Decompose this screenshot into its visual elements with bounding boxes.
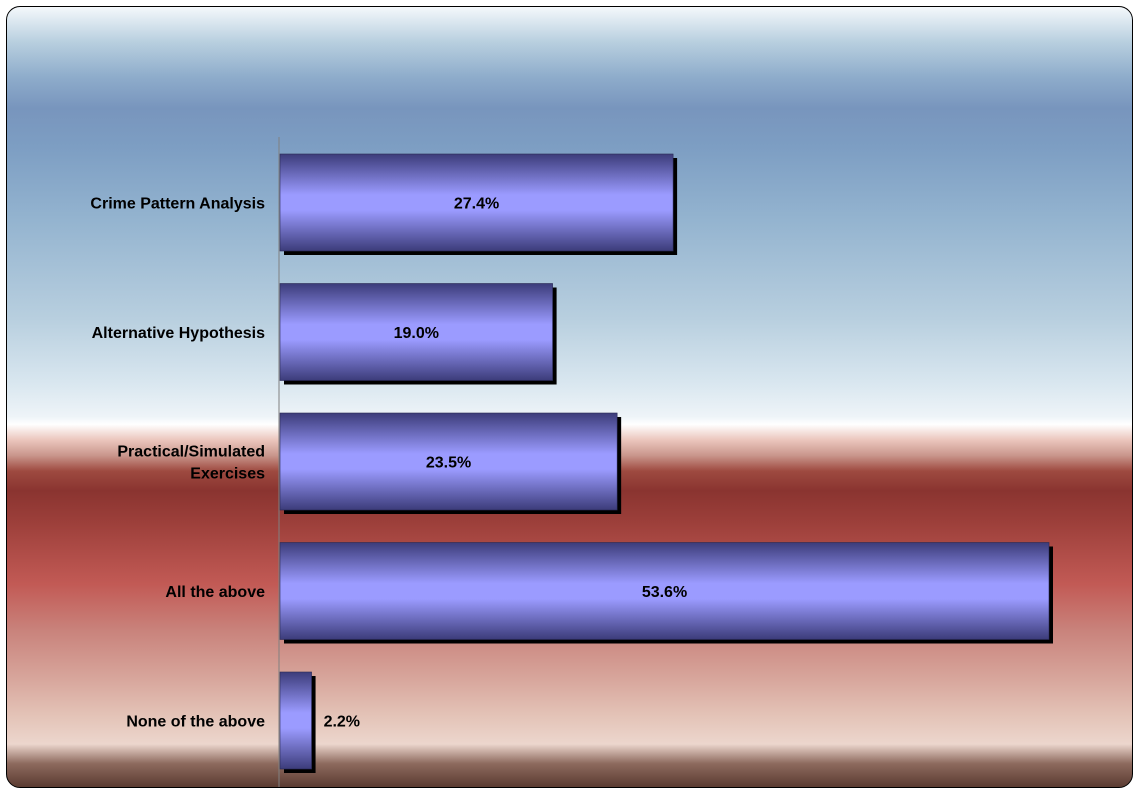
data-label: 2.2% [324, 714, 360, 731]
category-tick-label: Exercises [190, 466, 265, 483]
data-label: 19.0% [394, 325, 439, 342]
bar [279, 542, 1050, 640]
data-label: 27.4% [454, 196, 499, 213]
data-label: 53.6% [642, 584, 687, 601]
category-tick-label: None of the above [126, 714, 265, 731]
chart-frame: 27.4% Crime Pattern Analysis 19.0% Alternat… [6, 6, 1133, 788]
category-tick-label: Crime Pattern Analysis [90, 196, 265, 213]
category-tick-label: All the above [165, 584, 265, 601]
data-label: 23.5% [426, 455, 471, 472]
bar [279, 671, 312, 770]
bar [279, 412, 618, 511]
bar-chart: 27.4% Crime Pattern Analysis 19.0% Alternat… [90, 137, 1053, 787]
bar [279, 153, 674, 252]
category-tick-label: Alternative Hypothesis [92, 325, 265, 342]
category-tick-label: Practical/Simulated [117, 444, 265, 461]
bar [279, 283, 553, 381]
